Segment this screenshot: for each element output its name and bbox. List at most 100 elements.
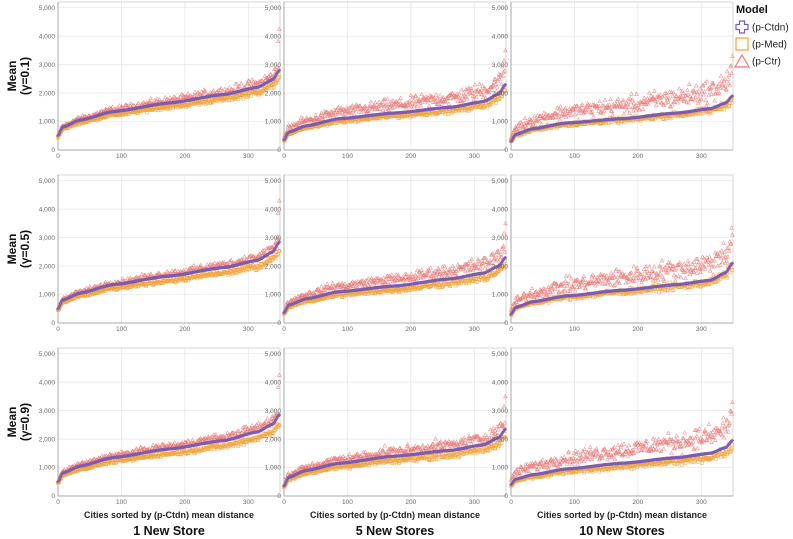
x-tick-label: 0 xyxy=(282,326,286,333)
point-ctr xyxy=(226,85,232,90)
x-tick-label: 100 xyxy=(342,153,353,160)
point-ctr xyxy=(128,101,134,106)
point-ctr xyxy=(246,78,252,83)
point-ctr xyxy=(211,88,216,93)
point-ctr xyxy=(245,80,250,86)
y-tick-label: 5,000 xyxy=(265,5,282,12)
x-tick-label: 300 xyxy=(243,326,254,333)
y-tick-label: 1,000 xyxy=(39,292,56,299)
point-med xyxy=(247,91,251,96)
x-tick-label: 200 xyxy=(632,153,643,160)
point-ctr xyxy=(131,103,137,108)
x-tick-label: 300 xyxy=(469,153,480,160)
y-tick-label: 2,000 xyxy=(492,90,509,97)
point-ctr xyxy=(249,77,255,82)
y-tick-label: 0 xyxy=(51,320,55,327)
point-med xyxy=(277,75,282,80)
point-ctr xyxy=(173,95,178,100)
y-tick-label: 3,000 xyxy=(39,235,56,242)
y-tick-label: 4,000 xyxy=(39,33,56,40)
plot-area xyxy=(57,174,281,324)
x-tick-label: 0 xyxy=(56,326,60,333)
y-tick-label: 2,000 xyxy=(265,90,282,97)
point-med xyxy=(221,98,226,103)
x-tick-label: 0 xyxy=(509,153,513,160)
y-tick-label: 2,000 xyxy=(265,263,282,270)
point-med xyxy=(249,94,253,98)
point-ctr xyxy=(162,94,168,100)
x-tick-label: 300 xyxy=(469,326,480,333)
y-tick-label: 3,000 xyxy=(39,62,56,69)
point-ctr xyxy=(199,89,204,94)
y-tick-label: 5,000 xyxy=(265,178,282,185)
point-ctr xyxy=(154,96,160,101)
point-ctr xyxy=(237,83,242,88)
y-tick-label: 1,000 xyxy=(265,292,282,299)
point-ctr xyxy=(271,67,277,72)
point-ctr xyxy=(195,90,201,95)
y-tick-label: 4,000 xyxy=(39,206,56,213)
y-tick-label: 1,000 xyxy=(265,119,282,126)
point-ctr xyxy=(202,88,208,93)
point-ctr xyxy=(234,81,240,86)
facet-panel: 0 1,000 2,000 3,000 4,000 5,000 0 100 200 300 xyxy=(265,1,508,160)
point-ctr xyxy=(244,81,250,86)
y-tick-label: 5,000 xyxy=(39,178,56,185)
x-tick-label: 0 xyxy=(56,153,60,160)
y-tick-label: 1,000 xyxy=(492,119,509,126)
point-ctr xyxy=(214,89,220,94)
x-tick-label: 100 xyxy=(116,326,127,333)
y-tick-label: 4,000 xyxy=(265,206,282,213)
point-ctr xyxy=(274,64,280,69)
point-ctr xyxy=(277,26,282,31)
plot-area xyxy=(57,1,281,151)
y-tick-label: 3,000 xyxy=(265,235,282,242)
y-tick-label: 1,000 xyxy=(39,119,56,126)
point-ctr xyxy=(110,104,115,109)
point-med xyxy=(275,78,280,83)
point-ctr xyxy=(192,89,198,95)
point-ctr xyxy=(222,86,228,91)
facet-panel: 0 1,000 2,000 3,000 4,000 5,000 0 100 200 300 xyxy=(39,1,282,160)
y-tick-label: 0 xyxy=(277,147,281,154)
x-tick-label: 200 xyxy=(179,153,190,160)
point-ctr xyxy=(275,38,281,43)
y-tick-label: 5,000 xyxy=(492,5,509,12)
point-ctr xyxy=(218,85,224,91)
facet-panel: 0 1,000 2,000 3,000 4,000 5,000 0 100 200 300 xyxy=(265,174,508,333)
y-tick-label: 0 xyxy=(277,320,281,327)
x-tick-label: 0 xyxy=(282,153,286,160)
y-tick-label: 0 xyxy=(504,147,508,154)
point-ctr xyxy=(125,103,131,108)
y-tick-label: 0 xyxy=(51,147,55,154)
point-ctr xyxy=(136,100,141,106)
point-ctr xyxy=(154,98,159,103)
point-ctr xyxy=(185,91,191,96)
x-tick-label: 100 xyxy=(342,326,353,333)
point-ctr xyxy=(176,95,182,100)
x-tick-label: 100 xyxy=(569,153,580,160)
x-tick-label: 100 xyxy=(116,153,127,160)
x-tick-label: 200 xyxy=(405,153,416,160)
point-ctr xyxy=(148,95,153,100)
x-tick-label: 300 xyxy=(243,153,254,160)
y-tick-label: 3,000 xyxy=(492,62,509,69)
y-tick-label: 2,000 xyxy=(39,90,56,97)
point-ctr xyxy=(251,78,256,84)
y-tick-label: 3,000 xyxy=(265,62,282,69)
point-ctr xyxy=(254,80,259,85)
point-med xyxy=(265,86,270,91)
facet-panel: 0 1,000 2,000 3,000 4,000 5,000 0 100 200 300 xyxy=(39,174,282,333)
point-ctr xyxy=(238,81,244,86)
point-ctr xyxy=(127,103,133,108)
point-ctr xyxy=(141,100,146,105)
x-tick-label: 200 xyxy=(179,326,190,333)
y-tick-label: 4,000 xyxy=(265,33,282,40)
y-tick-label: 2,000 xyxy=(39,263,56,270)
x-tick-label: 300 xyxy=(696,153,707,160)
x-tick-label: 200 xyxy=(405,326,416,333)
point-ctr xyxy=(200,90,206,95)
point-ctr xyxy=(117,103,122,108)
point-ctr xyxy=(262,73,268,78)
